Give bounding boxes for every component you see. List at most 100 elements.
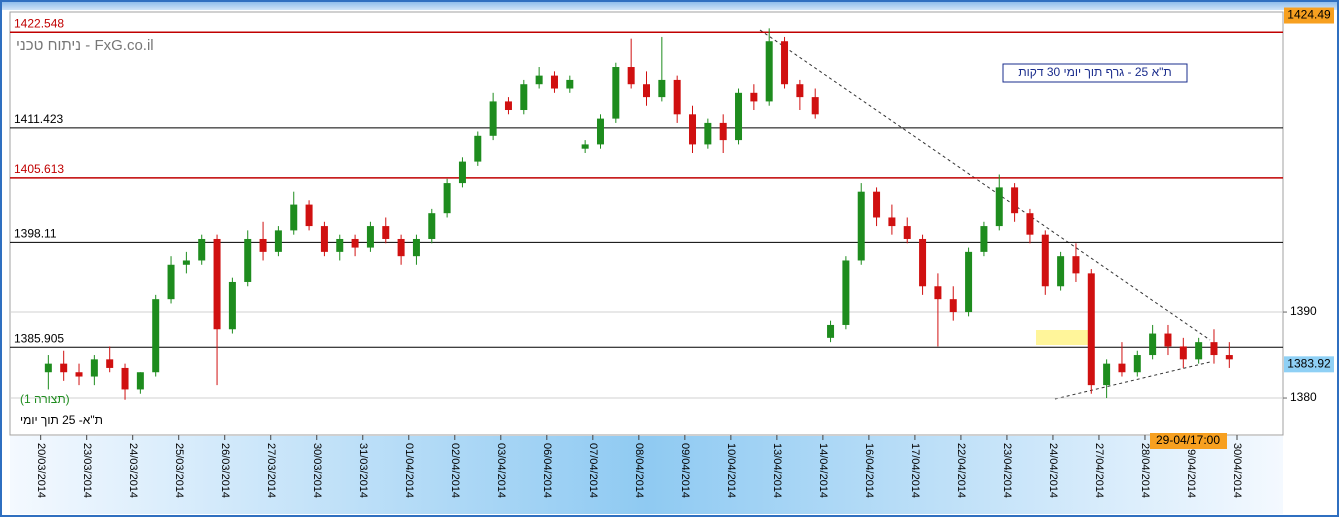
candle-body bbox=[458, 161, 466, 184]
candle-body bbox=[397, 238, 405, 257]
x-tick-label: 20/03/2014 bbox=[35, 443, 47, 498]
x-tick-label: 03/04/2014 bbox=[495, 443, 507, 498]
candle-body bbox=[596, 118, 604, 145]
candle-body bbox=[274, 230, 282, 252]
x-axis-area bbox=[10, 436, 1283, 514]
x-tick-label: 28/04/2014 bbox=[1139, 443, 1151, 498]
level-label: 1411.423 bbox=[14, 112, 63, 126]
candle-body bbox=[704, 122, 712, 145]
candle-body bbox=[75, 372, 83, 377]
x-tick-label: 13/04/2014 bbox=[771, 443, 783, 498]
candle-body bbox=[1210, 342, 1218, 356]
x-tick-label: 09/04/2014 bbox=[679, 443, 691, 498]
x-tick-label: 06/04/2014 bbox=[541, 443, 553, 498]
x-tick-label: 08/04/2014 bbox=[633, 443, 645, 498]
x-tick-label: 10/04/2014 bbox=[725, 443, 737, 498]
high-price-tag bbox=[1284, 7, 1334, 24]
candle-body bbox=[903, 226, 911, 239]
candle-body bbox=[857, 191, 865, 261]
candle-body bbox=[366, 226, 374, 248]
candle-body bbox=[781, 41, 789, 85]
candle-body bbox=[581, 144, 589, 149]
x-tick-label: 01/04/2014 bbox=[403, 443, 415, 498]
candle-body bbox=[520, 84, 528, 111]
candle-body bbox=[643, 84, 650, 98]
level-label: 1385.905 bbox=[14, 331, 64, 345]
candle-body bbox=[1072, 256, 1080, 274]
x-tick-label: 07/04/2014 bbox=[587, 443, 599, 498]
plot-frame bbox=[9, 11, 1284, 436]
candle-body bbox=[1087, 273, 1095, 386]
level-label: 1405.613 bbox=[14, 162, 64, 176]
candle-body bbox=[673, 79, 681, 115]
candle-body bbox=[612, 67, 620, 119]
candle-body bbox=[474, 135, 482, 162]
candle-body bbox=[550, 75, 558, 89]
x-tick-label: 02/04/2014 bbox=[449, 443, 461, 498]
candle-body bbox=[1041, 234, 1049, 287]
candle-body bbox=[765, 41, 773, 102]
candle-body bbox=[995, 187, 1003, 227]
level-label: 1398.11 bbox=[14, 227, 57, 241]
high-price: 1424.49 bbox=[1287, 8, 1331, 22]
candle-body bbox=[290, 204, 298, 231]
x-tick-label: 30/04/2014 bbox=[1231, 443, 1243, 498]
candle-body bbox=[1149, 333, 1157, 356]
candle-body bbox=[90, 359, 98, 377]
candle-body bbox=[934, 286, 942, 300]
candle-body bbox=[182, 260, 190, 265]
candle-body bbox=[443, 183, 451, 214]
chart-title: ת"א 25 - גרף תוך יומי 30 דקות bbox=[1018, 65, 1171, 79]
candle-body bbox=[121, 367, 129, 390]
candle-body bbox=[658, 79, 666, 98]
candle-body bbox=[1057, 256, 1065, 287]
level-label: 1422.548 bbox=[14, 16, 64, 30]
candle-body bbox=[566, 79, 574, 89]
candle-body bbox=[1133, 355, 1141, 373]
candle-body bbox=[1225, 355, 1233, 360]
candle-body bbox=[1195, 342, 1203, 360]
candle-body bbox=[152, 299, 160, 373]
x-tick-label: 26/03/2014 bbox=[219, 443, 231, 498]
candle-body bbox=[949, 299, 957, 313]
candle-body bbox=[1118, 363, 1126, 373]
candle-body bbox=[244, 238, 252, 282]
candle-body bbox=[888, 217, 896, 227]
candle-body bbox=[1011, 187, 1019, 214]
candle-body bbox=[412, 238, 420, 257]
candle-body bbox=[1179, 346, 1187, 360]
time-label: 29-04/17:00 bbox=[1156, 433, 1220, 447]
watermark: ניתוח טכני - FxG.co.il bbox=[16, 37, 154, 54]
x-tick-label: 23/03/2014 bbox=[81, 443, 93, 498]
candle-body bbox=[259, 238, 267, 252]
candle-body bbox=[980, 226, 988, 252]
candle-body bbox=[228, 281, 236, 330]
candle-body bbox=[504, 101, 512, 111]
candle-body bbox=[873, 191, 881, 218]
candle-body bbox=[305, 204, 313, 227]
candle-body bbox=[842, 260, 850, 325]
x-tick-label: 16/04/2014 bbox=[863, 443, 875, 498]
annotation: (תצורה 1) bbox=[20, 392, 70, 406]
candle-body bbox=[919, 238, 927, 287]
candle-body bbox=[1026, 213, 1034, 235]
x-tick-label: 14/04/2014 bbox=[817, 443, 829, 498]
candle-body bbox=[965, 251, 973, 313]
highlight-zone bbox=[1036, 330, 1092, 345]
x-tick-label: 25/03/2014 bbox=[173, 443, 185, 498]
candle-body bbox=[60, 363, 68, 373]
x-tick-label: 24/04/2014 bbox=[1047, 443, 1059, 498]
last-price-tag bbox=[1284, 356, 1334, 373]
candle-body bbox=[1103, 363, 1111, 386]
candle-body bbox=[689, 114, 697, 145]
last-price: 1383.92 bbox=[1287, 356, 1331, 370]
candle-body bbox=[627, 67, 635, 85]
x-tick-label: 30/03/2014 bbox=[311, 443, 323, 498]
candle-body bbox=[167, 264, 175, 300]
candle-body bbox=[827, 324, 835, 338]
x-tick-label: 24/03/2014 bbox=[127, 443, 139, 498]
